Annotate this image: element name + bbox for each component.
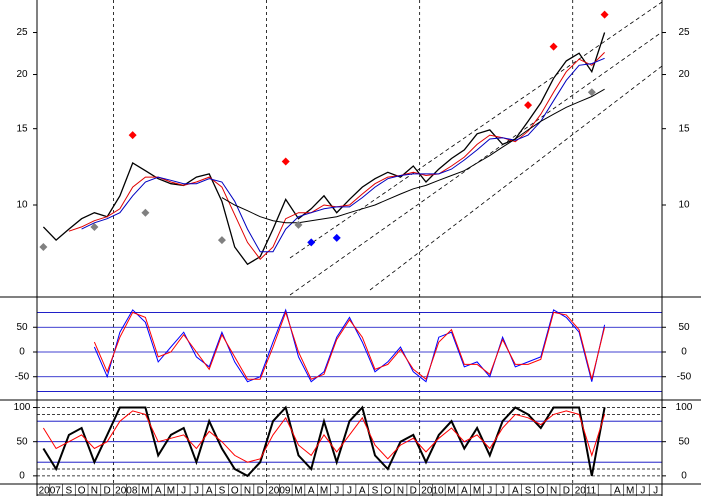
x-tick-label: M (167, 486, 175, 496)
x-tick-label: D (410, 486, 417, 496)
signal-marker (128, 131, 137, 140)
y-tick-label-right: 25 (678, 27, 690, 38)
signal-marker (332, 233, 341, 242)
y-tick-label: 15 (16, 123, 28, 134)
y-tick-label-right: 10 (678, 200, 690, 211)
x-tick-label: S (372, 486, 379, 496)
channel-lower (369, 65, 663, 291)
signal-marker (549, 42, 558, 51)
x-tick-label: M (447, 486, 455, 496)
x-tick-label: A (512, 486, 519, 496)
y-tick-label-right: 50 (678, 322, 690, 333)
signal-marker (141, 208, 150, 217)
x-tick-label: J (640, 486, 645, 496)
y-tick-label: 100 (14, 402, 31, 413)
x-tick-label: S (219, 486, 226, 496)
y-tick-label: 50 (16, 322, 28, 333)
signal-marker (307, 238, 316, 247)
signal-marker (600, 10, 609, 19)
x-tick-label: A (155, 486, 162, 496)
y-tick-label-right: -50 (677, 371, 692, 382)
signal-marker (294, 220, 303, 229)
x-tick-label: O (537, 486, 545, 496)
x-tick-label: D (104, 486, 111, 496)
x-tick-label: M (626, 486, 634, 496)
x-tick-label: J (181, 486, 186, 496)
y-tick-label-right: 20 (678, 69, 690, 80)
x-tick-label: O (78, 486, 86, 496)
x-tick-label: A (614, 486, 621, 496)
y-tick-label-right: 50 (678, 436, 690, 447)
y-tick-label: 0 (19, 470, 25, 481)
signal-marker (39, 243, 48, 252)
x-tick-label: O (231, 486, 239, 496)
x-tick-label: N (91, 486, 98, 496)
y-tick-label: 0 (19, 347, 25, 358)
signal-marker (90, 222, 99, 231)
signal-marker (587, 88, 596, 97)
x-tick-label: J (347, 486, 352, 496)
y-tick-label-right: 0 (681, 347, 687, 358)
x-tick-label: S (525, 486, 532, 496)
series-line (93, 310, 606, 381)
x-tick-label: D (563, 486, 570, 496)
x-tick-label: M (473, 486, 481, 496)
channel-upper (289, 1, 663, 259)
x-tick-label: N (244, 486, 251, 496)
y-tick-label: 10 (16, 200, 28, 211)
y-tick-label-right: 100 (676, 402, 693, 413)
y-tick-label-right: 15 (678, 123, 690, 134)
series-line (42, 410, 606, 463)
x-tick-label: M (320, 486, 328, 496)
y-tick-label-right: 0 (681, 470, 687, 481)
signal-marker (217, 236, 226, 245)
y-tick-label: -50 (15, 371, 30, 382)
x-tick-label: J (487, 486, 492, 496)
x-tick-label: A (308, 486, 315, 496)
x-tick-label: M (294, 486, 302, 496)
y-tick-label: 50 (16, 436, 28, 447)
series-line (81, 57, 605, 253)
x-tick-label: A (359, 486, 366, 496)
x-tick-label: D (257, 486, 264, 496)
x-tick-label: A (206, 486, 213, 496)
x-tick-label: J (194, 486, 199, 496)
signal-marker (281, 157, 290, 166)
x-tick-label: S (66, 486, 73, 496)
x-tick-label: J (500, 486, 505, 496)
x-tick-label: N (550, 486, 557, 496)
series-line (42, 405, 606, 478)
x-tick-label: M (141, 486, 149, 496)
x-tick-label: J (334, 486, 339, 496)
signal-marker (524, 101, 533, 110)
series-line (221, 88, 605, 224)
x-tick-label: J (653, 486, 658, 496)
series-line (93, 308, 606, 383)
x-tick-label: N (397, 486, 404, 496)
x-tick-label: A (461, 486, 468, 496)
x-tick-label: O (384, 486, 392, 496)
y-tick-label: 20 (16, 69, 28, 80)
y-tick-label: 25 (16, 27, 28, 38)
